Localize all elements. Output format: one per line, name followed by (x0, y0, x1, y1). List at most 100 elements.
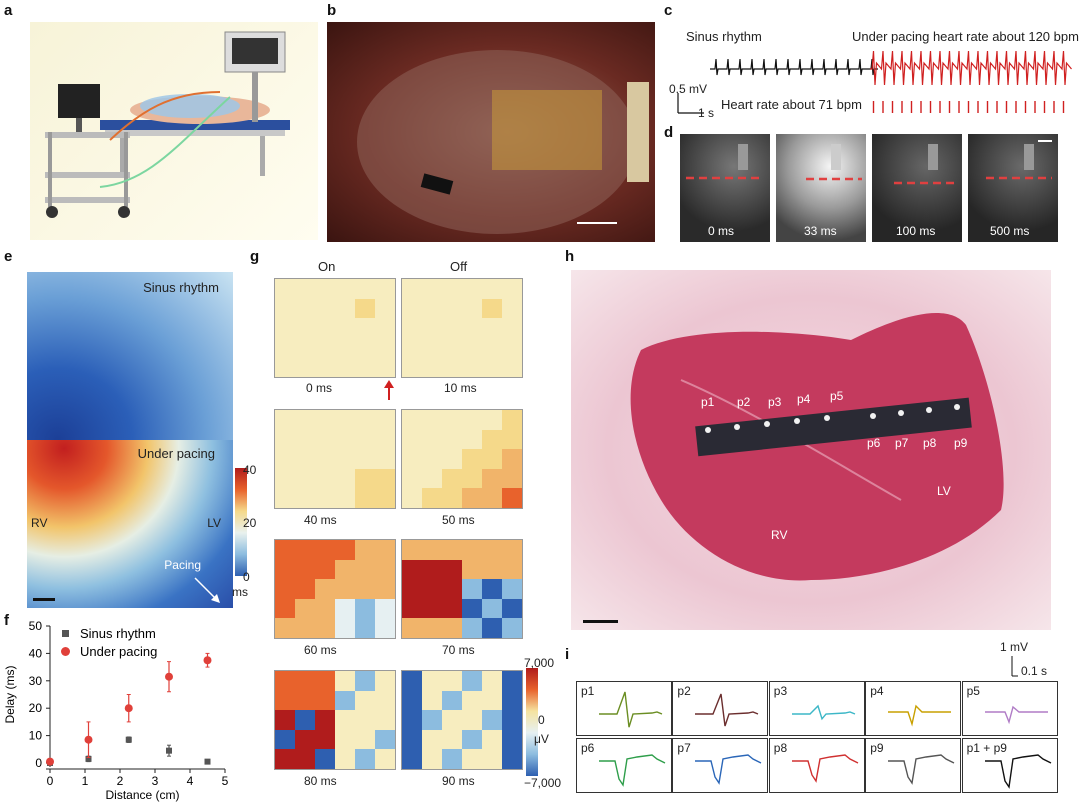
heatmap-cell (355, 749, 375, 769)
heatmap-cell (482, 559, 502, 580)
heatmap-time: 90 ms (442, 774, 475, 788)
pacing-label: Pacing (164, 558, 201, 572)
trace-panel: p7 (672, 738, 769, 793)
panel-label-h: h (565, 248, 575, 265)
heatmap-cell (355, 337, 375, 358)
heatmap-cell (442, 559, 462, 580)
pacing-activation-map: Under pacing RV LV Pacing (27, 440, 233, 608)
heatmap (401, 670, 523, 770)
electrode-point (926, 407, 932, 413)
heatmap-cell (442, 488, 462, 508)
trace-line (888, 754, 955, 785)
heatmap-cell (442, 449, 462, 469)
heatmap-cell (275, 690, 295, 711)
colorbar-tick: 0 (538, 713, 545, 727)
heatmap-cell (275, 579, 295, 599)
heatmap-cell (355, 598, 375, 619)
frame-time: 0 ms (708, 224, 735, 238)
heatmap-time: 60 ms (304, 643, 337, 657)
heatmap-cell (375, 559, 395, 580)
heatmap (401, 409, 523, 509)
heatmap-cell (482, 337, 502, 358)
heatmap-cell (355, 690, 375, 711)
heart-photo: p1 p2 p3 p4 p5 p6 p7 p8 p9 RV LV (571, 270, 1051, 630)
heatmap-cell (315, 318, 335, 338)
heatmap-cell (462, 279, 482, 299)
x-tick-label: 5 (222, 774, 229, 788)
data-point-pacing (124, 704, 133, 713)
heatmap-cell (275, 337, 295, 358)
heatmap (274, 670, 396, 770)
heatmap-cell (295, 410, 315, 430)
ecg-traces (677, 50, 1072, 114)
heatmap-cell (422, 429, 442, 450)
y-tick-label: 40 (29, 646, 43, 660)
rv-label: RV (31, 516, 48, 530)
heatmap-cell (295, 671, 315, 691)
setup-drawing (45, 31, 290, 218)
heatmap-cell (502, 579, 522, 599)
heatmap-time: 10 ms (444, 381, 477, 395)
heatmap-cell (335, 710, 355, 730)
heatmap-cell (355, 468, 375, 489)
heatmap-cell (295, 540, 315, 560)
point-label: p8 (923, 436, 937, 450)
sinus-rhythm-label: Sinus rhythm (686, 29, 762, 44)
point-label: p5 (830, 389, 844, 403)
electrode-point (794, 418, 800, 424)
heatmap-cell (422, 540, 442, 560)
heatmap-cell (402, 488, 422, 508)
heatmap-cell (375, 749, 395, 769)
heatmap-cell (462, 429, 482, 450)
heatmap-cell (275, 540, 295, 560)
heatmap-cell (502, 429, 522, 450)
heatmap-cell (295, 559, 315, 580)
y-axis-label: Delay (ms) (3, 665, 17, 723)
heatmap-cell (295, 690, 315, 711)
heatmap-cell (335, 540, 355, 560)
heatmap-cell (355, 710, 375, 730)
data-point-sinus (166, 747, 172, 754)
heatmap-cell (355, 410, 375, 430)
panel-label-i: i (565, 646, 570, 663)
heatmap-cell (275, 468, 295, 489)
heatmap-cell (422, 337, 442, 358)
heatmap-cell (442, 579, 462, 599)
heatmap-cell (295, 729, 315, 750)
colorbar-tick: 40 (243, 463, 257, 477)
heatmap-cell (275, 357, 295, 377)
heatmap-cell (375, 429, 395, 450)
off-label: Off (450, 259, 468, 274)
point-label: p9 (954, 436, 968, 450)
heatmap-cell (482, 357, 502, 377)
heatmap-cell (315, 598, 335, 619)
legend-marker (62, 630, 69, 637)
heatmap-cell (335, 729, 355, 750)
trace-panel: p6 (576, 738, 672, 793)
heatmap-cell (402, 318, 422, 338)
heatmap-cell (315, 410, 335, 430)
electrode-point (870, 413, 876, 419)
legend-marker (61, 647, 70, 656)
frame-0ms: 0 ms (680, 134, 770, 242)
trace-panel: p5 (961, 681, 1058, 736)
heatmap-cell (462, 579, 482, 599)
trace-label: p3 (773, 684, 788, 698)
heatmap-cell (295, 468, 315, 489)
scale-s-label: 1 s (698, 106, 715, 120)
heatmap-cell (442, 618, 462, 638)
heatmap-cell (335, 357, 355, 377)
heatmap-cell (355, 298, 375, 319)
heatmap-cell (315, 540, 335, 560)
heatmap-cell (375, 598, 395, 619)
lv-label: LV (207, 516, 221, 530)
heatmap-cell (422, 710, 442, 730)
heatmap-cell (402, 671, 422, 691)
trace-line (695, 693, 759, 727)
heatmap-cell (335, 337, 355, 358)
heatmap-cell (442, 337, 462, 358)
point-label: p4 (797, 392, 811, 406)
scale-mv-label: 1 mV (1000, 640, 1029, 654)
heatmap-cell (502, 690, 522, 711)
heatmap-cell (402, 357, 422, 377)
